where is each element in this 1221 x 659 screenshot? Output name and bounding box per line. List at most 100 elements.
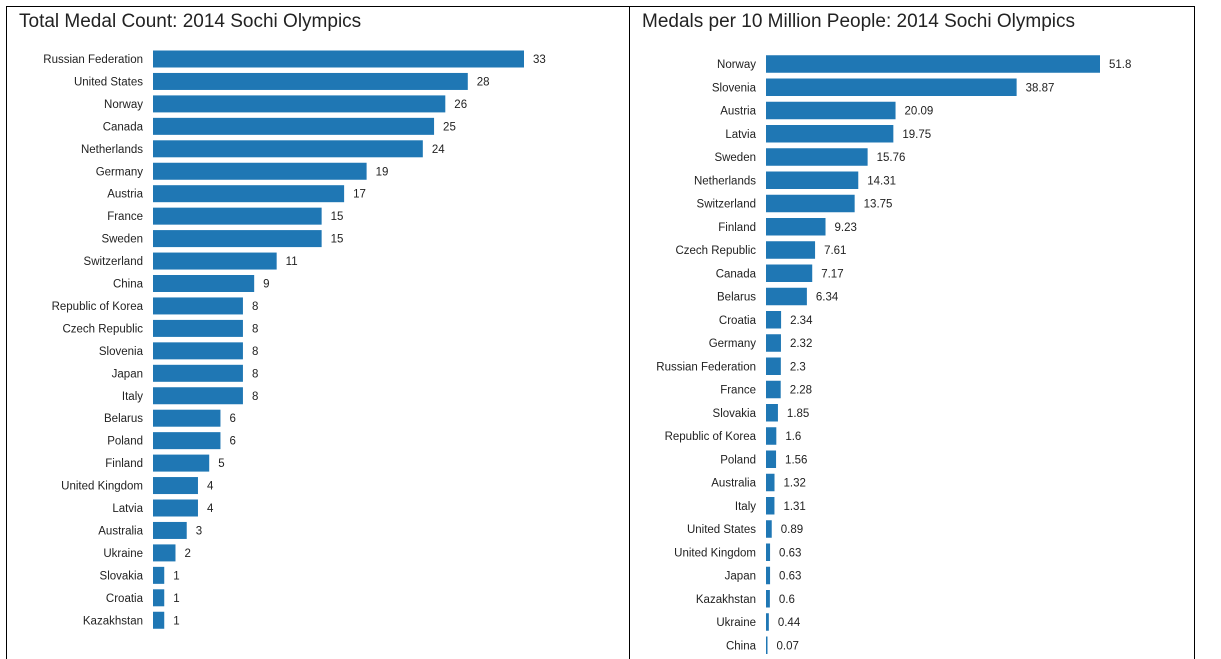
value-label: 11 <box>286 256 298 268</box>
bar <box>153 589 165 607</box>
value-label: 2 <box>184 548 190 560</box>
value-label: 2.32 <box>790 338 812 350</box>
category-label: Croatia <box>106 593 144 605</box>
bar <box>766 543 771 561</box>
category-label: Kazakhstan <box>83 615 143 627</box>
bar <box>153 499 198 517</box>
bar <box>766 380 781 399</box>
category-label: Austria <box>720 106 756 118</box>
value-label: 7.61 <box>824 245 846 257</box>
bar <box>153 230 322 248</box>
bar <box>153 162 367 180</box>
category-label: France <box>107 211 143 223</box>
category-label: Poland <box>720 454 756 466</box>
bar <box>766 78 1017 96</box>
bar <box>153 364 243 382</box>
bar <box>153 72 468 90</box>
category-label: Ukraine <box>716 617 756 629</box>
value-label: 51.8 <box>1109 59 1131 71</box>
category-label: United Kingdom <box>674 547 756 559</box>
value-label: 38.87 <box>1026 82 1055 94</box>
category-label: Slovenia <box>99 346 144 358</box>
bar <box>766 194 855 213</box>
bar <box>766 311 782 329</box>
category-label: China <box>726 640 757 652</box>
category-label: United States <box>687 524 756 536</box>
category-label: Norway <box>717 59 756 71</box>
category-label: Italy <box>735 501 756 513</box>
chart-title: Medals per 10 Million People: 2014 Sochi… <box>642 11 1075 32</box>
bar <box>766 566 771 585</box>
bar <box>153 252 277 270</box>
value-label: 4 <box>207 503 214 515</box>
value-label: 2.34 <box>790 315 813 327</box>
value-label: 8 <box>252 301 258 313</box>
bar <box>153 185 345 203</box>
category-label: Norway <box>104 99 143 111</box>
bar <box>766 520 772 538</box>
value-label: 1.32 <box>784 478 806 490</box>
value-label: 26 <box>454 99 467 111</box>
value-label: 24 <box>432 144 445 156</box>
bar <box>153 95 446 113</box>
bar <box>153 297 243 315</box>
value-label: 3 <box>196 525 202 537</box>
bar <box>766 473 775 492</box>
bar <box>766 55 1100 73</box>
value-label: 25 <box>443 121 456 133</box>
bar <box>766 427 777 445</box>
value-label: 5 <box>218 458 224 470</box>
value-label: 1.31 <box>783 501 805 513</box>
value-label: 28 <box>477 76 490 88</box>
bar <box>153 140 423 158</box>
category-label: Kazakhstan <box>696 594 756 606</box>
category-label: Poland <box>107 436 143 448</box>
category-label: Finland <box>718 222 756 234</box>
category-label: United Kingdom <box>61 481 143 493</box>
bar <box>766 264 813 282</box>
value-label: 33 <box>533 54 546 66</box>
bar <box>153 477 198 495</box>
bar <box>153 566 165 584</box>
category-label: Germany <box>709 338 757 350</box>
bar <box>153 432 221 450</box>
value-label: 1 <box>173 570 179 582</box>
value-label: 15 <box>331 211 344 223</box>
category-label: Slovakia <box>713 408 757 420</box>
category-label: France <box>720 385 756 397</box>
bar <box>153 387 243 405</box>
chart-panel-medals-per-capita: Medals per 10 Million People: 2014 Sochi… <box>630 6 1195 659</box>
chart-panel-total-medals: Total Medal Count: 2014 Sochi Olympics R… <box>6 6 630 659</box>
value-label: 1.6 <box>785 431 801 443</box>
value-label: 8 <box>252 368 258 380</box>
value-label: 9 <box>263 279 269 291</box>
category-label: Finland <box>105 458 143 470</box>
category-label: Republic of Korea <box>52 301 144 313</box>
category-label: Netherlands <box>81 144 143 156</box>
value-label: 0.44 <box>778 617 801 629</box>
bar <box>153 454 210 472</box>
category-label: Canada <box>716 268 757 280</box>
value-label: 14.31 <box>867 175 896 187</box>
bar <box>766 148 868 166</box>
category-label: Belarus <box>717 292 756 304</box>
category-label: Croatia <box>719 315 757 327</box>
value-label: 17 <box>353 189 366 201</box>
bar <box>766 404 778 422</box>
value-label: 7.17 <box>821 268 843 280</box>
category-label: Italy <box>122 391 143 403</box>
value-label: 8 <box>252 323 258 335</box>
category-label: Czech Republic <box>62 323 143 335</box>
value-label: 1.56 <box>785 454 807 466</box>
bar <box>153 319 243 337</box>
category-label: Australia <box>711 478 756 490</box>
value-label: 15 <box>331 234 344 246</box>
value-label: 0.89 <box>781 524 803 536</box>
category-label: Slovenia <box>712 82 757 94</box>
value-label: 2.28 <box>790 385 812 397</box>
chart-title: Total Medal Count: 2014 Sochi Olympics <box>19 11 362 32</box>
value-label: 19.75 <box>902 129 931 141</box>
bar <box>766 497 775 515</box>
